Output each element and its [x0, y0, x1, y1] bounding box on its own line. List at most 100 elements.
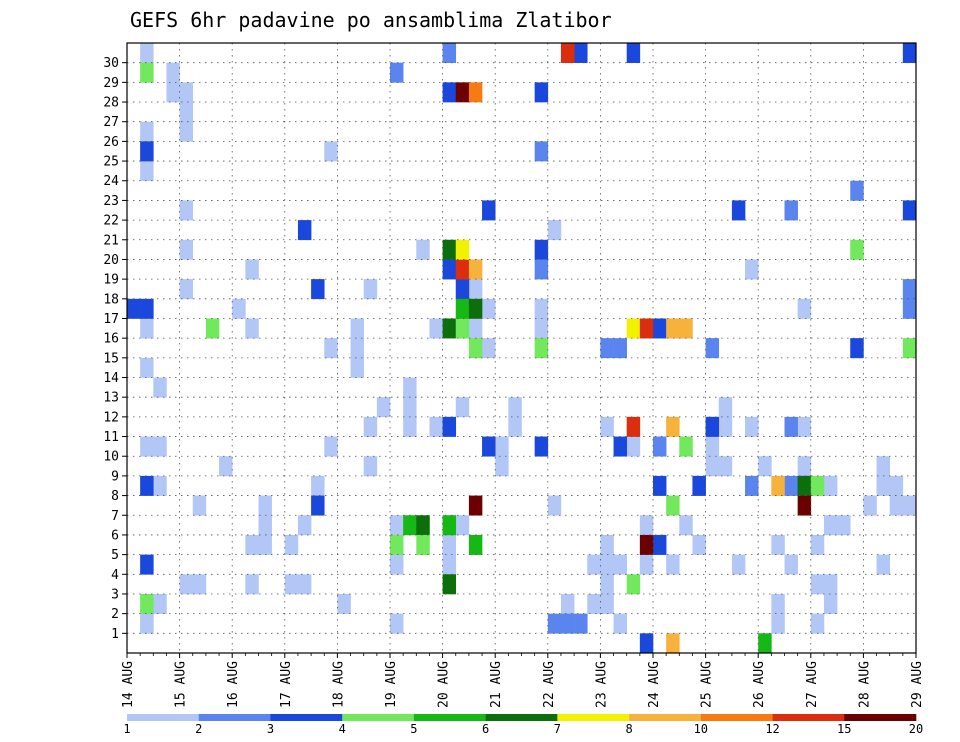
heatmap-cell [823, 475, 838, 496]
heatmap-cell [600, 534, 614, 555]
heatmap-cell [771, 475, 785, 496]
y-tick-label: 20 [103, 253, 119, 268]
y-tick-label: 17 [103, 312, 119, 327]
heatmap-cell [876, 456, 890, 477]
x-tick-label: 20 AUG [437, 661, 452, 708]
heatmap-cell [639, 515, 654, 536]
heatmap-cell [245, 534, 259, 555]
heatmap-cell [574, 43, 588, 63]
heatmap-cell [600, 593, 614, 614]
y-tick-label: 24 [103, 174, 119, 189]
heatmap-cell [902, 43, 917, 63]
heatmap-cell [600, 554, 614, 575]
y-tick-label: 23 [103, 194, 119, 209]
heatmap-cell [653, 475, 667, 496]
heatmap-cell [823, 574, 838, 595]
heatmap-cell [363, 279, 378, 300]
heatmap-cell [297, 220, 312, 241]
heatmap-cell [442, 82, 457, 103]
y-tick-label: 2 [111, 607, 119, 622]
x-tick-labels: 14 AUG 15 AUG 16 AUG 17 AUG 18 AUG 19 AUG 20 A… [121, 653, 925, 708]
heatmap-cell [468, 495, 483, 516]
heatmap-cell [797, 475, 812, 496]
heatmap-cell [140, 613, 154, 634]
heatmap-cell [613, 338, 627, 359]
x-tick-label: 15 AUG [174, 661, 189, 708]
x-tick-label: 29 AUG [910, 661, 925, 708]
heatmap-cell [455, 318, 470, 339]
y-tick-label: 19 [103, 273, 119, 288]
heatmap-cell [639, 318, 654, 339]
legend-label: 1 [123, 722, 130, 736]
heatmap-cell [679, 515, 693, 536]
y-tick-label: 10 [103, 450, 119, 465]
heatmap-cell [429, 416, 443, 437]
heatmap-cell [745, 416, 759, 437]
legend-swatch [629, 714, 702, 721]
heatmap-cell [758, 633, 772, 654]
heatmap-cell [179, 239, 194, 260]
heatmap-cell [534, 239, 549, 260]
heatmap-cell [626, 43, 641, 63]
heatmap-cell [403, 515, 417, 536]
heatmap-cell [705, 456, 720, 477]
heatmap-cell [902, 279, 917, 300]
chart-title: GEFS 6hr padavine po ansamblima Zlatibor [130, 8, 612, 32]
heatmap-cell [192, 495, 207, 516]
heatmap-cell [639, 633, 654, 654]
y-tick-label: 18 [103, 292, 119, 307]
heatmap-cell [666, 495, 680, 516]
heatmap-cell [455, 259, 470, 280]
y-tick-label: 27 [103, 115, 119, 130]
heatmap-cell [587, 554, 601, 575]
heatmap-cell [797, 456, 812, 477]
y-tick-label: 14 [103, 371, 119, 386]
x-tick-label: 26 AUG [752, 661, 767, 708]
heatmap-cell [468, 279, 483, 300]
heatmap-cell [679, 318, 693, 339]
heatmap-cell [495, 436, 509, 457]
heatmap-cell [297, 574, 312, 595]
heatmap-cell [560, 613, 575, 634]
heatmap-cell [245, 259, 259, 280]
y-tick-label: 11 [103, 430, 119, 445]
heatmap-cell [534, 82, 549, 103]
heatmap-cell [613, 613, 627, 634]
heatmap-cell [666, 318, 680, 339]
heatmap-cell [534, 338, 549, 359]
legend-label: 8 [625, 722, 632, 736]
y-tick-label: 4 [111, 568, 119, 583]
y-tick-label: 8 [111, 489, 119, 504]
heatmap-cell [245, 574, 259, 595]
heatmap-cell [745, 475, 759, 496]
heatmap-cell [600, 574, 614, 595]
y-tick-label: 13 [103, 391, 119, 406]
x-tick-label: 14 AUG [121, 661, 136, 708]
heatmap-cell [771, 613, 785, 634]
heatmap-cell [784, 475, 798, 496]
heatmap-cell [784, 416, 798, 437]
heatmap-cell [547, 613, 562, 634]
heatmap-cell [455, 397, 470, 418]
heatmap-cell [758, 456, 772, 477]
heatmap-cell [705, 338, 720, 359]
heatmap-cell [560, 43, 575, 63]
heatmap-cell [534, 259, 549, 280]
heatmap-cell [403, 397, 417, 418]
heatmap-cell [153, 475, 167, 496]
y-tick-label: 26 [103, 135, 119, 150]
heatmap-cell [153, 377, 167, 398]
heatmap-cell [810, 534, 825, 555]
heatmap-cell [902, 200, 917, 221]
heatmap-cell [468, 82, 483, 103]
heatmap-cell [442, 574, 457, 595]
heatmap-cell [534, 318, 549, 339]
heatmap-cell [179, 121, 194, 142]
legend-label: 12 [765, 722, 779, 736]
x-tick-label: 25 AUG [700, 661, 715, 708]
heatmap-cell [850, 180, 864, 201]
legend-swatch [413, 714, 486, 721]
heatmap-cell [482, 338, 496, 359]
cells-layer [127, 43, 917, 654]
